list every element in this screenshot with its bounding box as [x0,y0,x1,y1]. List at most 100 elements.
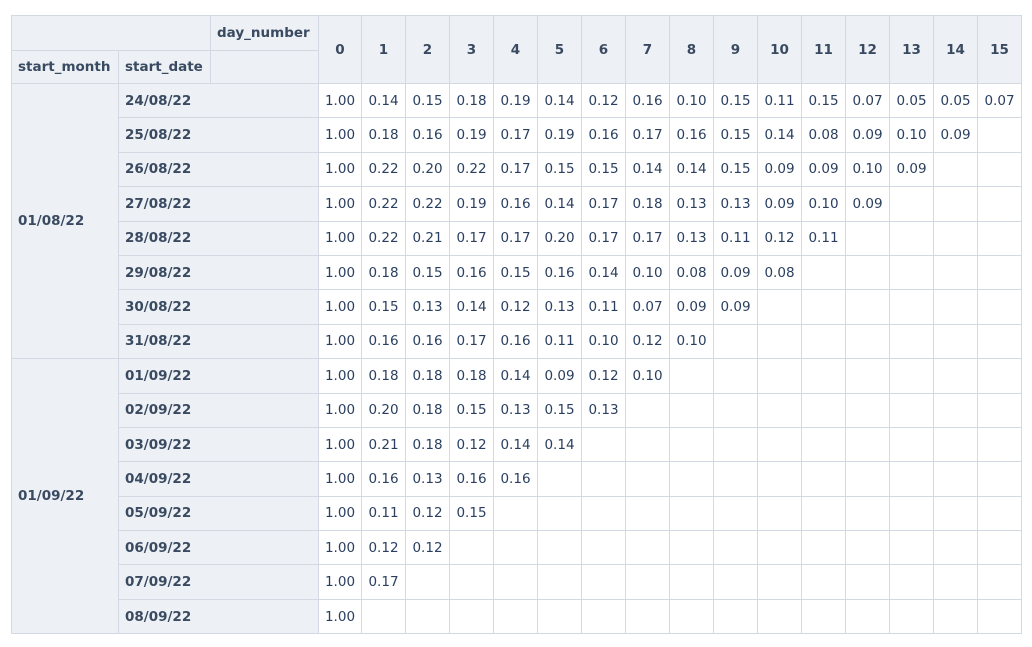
retention-value-cell: 0.13 [405,289,450,325]
day-number-header: 13 [889,15,934,84]
start-date-cell: 01/09/22 [118,358,319,394]
start-date-cell: 04/09/22 [118,461,319,497]
retention-value-cell [933,495,978,532]
retention-value-cell: 0.10 [625,358,670,394]
retention-value-cell [801,254,846,291]
start-date-cell: 29/08/22 [118,254,319,291]
day-number-label: day_number [210,15,319,51]
retention-value-cell: 0.22 [361,220,406,256]
retention-value-cell: 0.17 [625,117,670,153]
retention-value-cell: 1.00 [318,426,362,463]
retention-value-cell [977,598,1022,635]
retention-value-cell: 0.12 [581,358,626,394]
retention-value-cell [845,530,890,566]
retention-value-cell: 0.18 [449,82,494,119]
retention-value-cell [889,220,934,256]
retention-value-cell: 1.00 [318,82,362,119]
retention-value-cell: 0.12 [405,495,450,532]
retention-value-cell: 0.09 [537,358,582,394]
retention-value-cell: 0.14 [361,82,406,119]
retention-value-cell [977,289,1022,325]
retention-value-cell: 0.14 [449,289,494,325]
header-row-day-number: day_number 0 1 2 3 4 5 6 7 8 9 10 11 12 13 14 15 [11,15,1022,84]
retention-value-cell [845,598,890,635]
retention-value-cell [669,564,714,600]
table-row: 25/08/22 1.00 0.18 0.16 0.19 0.17 0.19 0.16 0.17… [12,117,1022,153]
start-date-cell: 31/08/22 [118,323,319,360]
retention-value-cell [757,495,802,532]
retention-value-cell [449,564,494,600]
day-number-header: 10 [757,15,802,84]
retention-value-cell [669,530,714,566]
retention-value-cell [977,530,1022,566]
retention-value-cell [933,220,978,256]
retention-value-cell: 1.00 [318,530,362,566]
retention-value-cell [669,495,714,532]
start-date-cell: 03/09/22 [118,426,319,463]
retention-value-cell: 0.21 [405,220,450,256]
retention-value-cell [977,461,1022,497]
day-number-header: 5 [537,15,582,84]
retention-value-cell [757,289,802,325]
cohort-retention-table: day_number 0 1 2 3 4 5 6 7 8 9 10 11 12 13 14 15 start_… [11,15,1022,635]
retention-value-cell: 0.05 [889,82,934,119]
retention-value-cell [449,530,494,566]
start-date-cell: 28/08/22 [118,220,319,256]
retention-value-cell: 0.17 [493,151,538,188]
retention-value-cell [581,530,626,566]
start-date-cell: 06/09/22 [118,530,319,566]
retention-value-cell [669,461,714,497]
retention-value-cell: 0.09 [845,186,890,222]
start-month-cell: 01/08/22 [11,82,119,360]
retention-value-cell: 0.16 [361,323,406,360]
retention-value-cell [713,530,758,566]
retention-value-cell [889,323,934,360]
retention-value-cell: 0.18 [625,186,670,222]
retention-value-cell: 0.11 [713,220,758,256]
retention-value-cell [889,598,934,635]
retention-value-cell: 0.09 [889,151,934,188]
day-number-header: 3 [449,15,494,84]
retention-value-cell: 0.11 [581,289,626,325]
retention-value-cell: 0.19 [537,117,582,153]
retention-value-cell: 0.12 [493,289,538,325]
retention-value-cell: 0.13 [581,392,626,428]
retention-value-cell [933,254,978,291]
retention-value-cell [933,289,978,325]
retention-value-cell [977,426,1022,463]
start-date-cell: 30/08/22 [118,289,319,325]
retention-value-cell: 0.14 [581,254,626,291]
retention-value-cell: 0.21 [361,426,406,463]
retention-value-cell: 0.10 [581,323,626,360]
retention-value-cell: 0.22 [361,151,406,188]
retention-value-cell: 0.14 [625,151,670,188]
retention-value-cell: 0.15 [361,289,406,325]
table-header: day_number 0 1 2 3 4 5 6 7 8 9 10 11 12 13 14 15 start_… [11,15,1022,84]
retention-value-cell: 0.16 [493,323,538,360]
retention-value-cell: 0.16 [493,461,538,497]
retention-value-cell: 1.00 [318,495,362,532]
table-row: 01/09/22 01/09/22 1.00 0.18 0.18 0.18 0.14 0.09… [11,358,1022,635]
retention-value-cell: 0.09 [713,254,758,291]
retention-value-cell: 0.16 [625,82,670,119]
retention-value-cell: 0.14 [493,426,538,463]
header-row-index-names: start_month start_date [11,50,1022,84]
retention-value-cell: 0.15 [713,82,758,119]
retention-value-cell: 0.13 [713,186,758,222]
retention-value-cell [889,530,934,566]
retention-value-cell: 1.00 [318,598,362,635]
retention-value-cell [669,426,714,463]
retention-value-cell [757,530,802,566]
retention-value-cell: 0.08 [669,254,714,291]
retention-value-cell [625,598,670,635]
start-date-cell: 07/09/22 [118,564,319,600]
table-body: 01/08/22 24/08/22 1.00 0.14 0.15 0.18 0.19 0.14… [11,82,1022,635]
retention-value-cell: 0.12 [757,220,802,256]
table-row: 27/08/22 1.00 0.22 0.22 0.19 0.16 0.14 0.17 0.18… [12,186,1022,222]
retention-value-cell [801,461,846,497]
retention-value-cell [889,289,934,325]
retention-value-cell: 1.00 [318,151,362,188]
retention-value-cell: 1.00 [318,358,362,394]
table-row: 02/09/22 1.00 0.20 0.18 0.15 0.13 0.15 0.13 [12,392,1022,428]
retention-value-cell: 0.11 [361,495,406,532]
